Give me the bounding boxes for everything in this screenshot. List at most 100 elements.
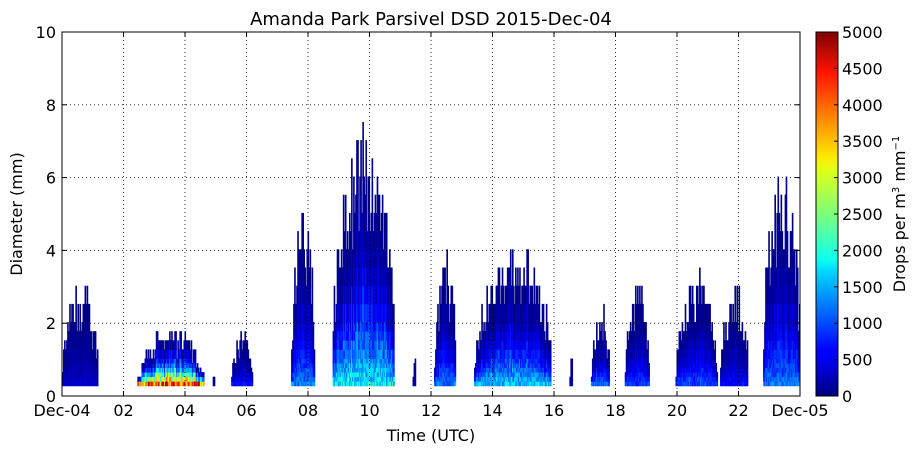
dsd-cell bbox=[385, 381, 388, 387]
dsd-cell bbox=[637, 340, 639, 350]
dsd-cell bbox=[149, 367, 152, 373]
dsd-cell bbox=[79, 322, 82, 332]
dsd-cell bbox=[71, 376, 73, 382]
dsd-cell bbox=[766, 381, 768, 387]
dsd-cell bbox=[636, 381, 638, 387]
dsd-cell bbox=[784, 381, 787, 387]
dsd-cell bbox=[707, 331, 709, 341]
dsd-cell bbox=[517, 367, 519, 373]
dsd-cell bbox=[778, 331, 781, 341]
dsd-cell bbox=[516, 376, 518, 382]
dsd-cell bbox=[177, 376, 179, 382]
dsd-cell bbox=[312, 376, 315, 382]
dsd-cell bbox=[62, 372, 64, 378]
dsd-cell bbox=[600, 372, 602, 378]
dsd-cell bbox=[706, 322, 708, 332]
dsd-cell bbox=[714, 367, 717, 373]
dsd-cell bbox=[795, 372, 798, 378]
dsd-cell bbox=[742, 349, 745, 359]
dsd-cell bbox=[312, 363, 315, 369]
dsd-cell bbox=[341, 285, 344, 305]
dsd-cell bbox=[357, 194, 359, 214]
dsd-cell bbox=[514, 367, 516, 373]
dsd-cell bbox=[776, 331, 779, 341]
dsd-cell bbox=[340, 372, 343, 378]
dsd-cell bbox=[517, 376, 519, 382]
dsd-cell bbox=[641, 303, 643, 323]
dsd-cell bbox=[508, 372, 511, 378]
dsd-cell bbox=[448, 349, 451, 359]
dsd-cell bbox=[451, 372, 454, 378]
dsd-cell bbox=[780, 212, 783, 232]
dsd-cell bbox=[641, 331, 643, 341]
dsd-cell bbox=[511, 372, 514, 378]
dsd-cell bbox=[729, 381, 731, 387]
dsd-cell bbox=[299, 267, 301, 287]
dsd-cell bbox=[177, 340, 179, 350]
dsd-cell bbox=[338, 376, 341, 382]
dsd-cell bbox=[334, 349, 337, 359]
dsd-cell bbox=[772, 358, 774, 364]
dsd-cell bbox=[247, 372, 250, 378]
dsd-cell bbox=[740, 367, 743, 373]
dsd-cell bbox=[440, 349, 442, 359]
dsd-cell bbox=[598, 381, 600, 387]
dsd-cell bbox=[527, 340, 529, 350]
dsd-cell bbox=[721, 349, 723, 359]
dsd-cell bbox=[449, 303, 452, 323]
dsd-cell bbox=[382, 349, 385, 359]
dsd-cell bbox=[68, 367, 70, 373]
dsd-cell bbox=[774, 349, 777, 359]
dsd-cell bbox=[251, 381, 254, 387]
dsd-cell bbox=[86, 322, 89, 332]
dsd-cell bbox=[449, 340, 452, 350]
dsd-cell bbox=[312, 340, 315, 350]
dsd-cell bbox=[92, 381, 95, 387]
dsd-cell bbox=[500, 303, 503, 323]
dsd-cell bbox=[337, 303, 340, 323]
dsd-cell bbox=[154, 372, 157, 378]
x-tick-label: 18 bbox=[605, 401, 625, 420]
dsd-cell bbox=[776, 340, 779, 350]
dsd-cell bbox=[160, 381, 163, 387]
dsd-cell bbox=[359, 340, 361, 350]
dsd-cell bbox=[371, 372, 374, 378]
dsd-cell bbox=[161, 367, 164, 373]
dsd-cell bbox=[773, 376, 775, 382]
dsd-cell bbox=[513, 322, 515, 332]
dsd-cell bbox=[297, 231, 299, 250]
dsd-cell bbox=[232, 381, 234, 387]
dsd-cell bbox=[453, 363, 456, 369]
dsd-cell bbox=[491, 340, 494, 350]
dsd-cell bbox=[75, 376, 77, 382]
dsd-cell bbox=[714, 381, 717, 387]
dsd-cell bbox=[505, 358, 508, 364]
dsd-cell bbox=[776, 212, 779, 232]
dsd-cell bbox=[93, 363, 96, 369]
dsd-cell bbox=[375, 212, 378, 232]
dsd-cell bbox=[440, 376, 442, 382]
dsd-cell bbox=[360, 363, 362, 369]
dsd-cell bbox=[776, 381, 779, 387]
dsd-cell bbox=[359, 303, 361, 323]
dsd-cell bbox=[291, 363, 293, 369]
dsd-cell bbox=[180, 331, 183, 341]
dsd-cell bbox=[645, 322, 647, 332]
dsd-cell bbox=[532, 381, 535, 387]
dsd-cell bbox=[792, 349, 795, 359]
dsd-cell bbox=[707, 358, 709, 364]
dsd-cell bbox=[797, 349, 800, 359]
dsd-cell bbox=[532, 376, 535, 382]
dsd-cell bbox=[384, 249, 387, 268]
dsd-cell bbox=[356, 363, 358, 369]
dsd-cell bbox=[493, 376, 496, 382]
dsd-cell bbox=[693, 376, 696, 382]
dsd-cell bbox=[169, 358, 171, 364]
dsd-cell bbox=[195, 376, 198, 382]
dsd-cell bbox=[545, 381, 548, 387]
dsd-cell bbox=[765, 285, 767, 305]
dsd-cell bbox=[732, 340, 734, 350]
dsd-cell bbox=[343, 303, 346, 323]
dsd-cell bbox=[768, 340, 770, 350]
dsd-cell bbox=[794, 303, 797, 323]
